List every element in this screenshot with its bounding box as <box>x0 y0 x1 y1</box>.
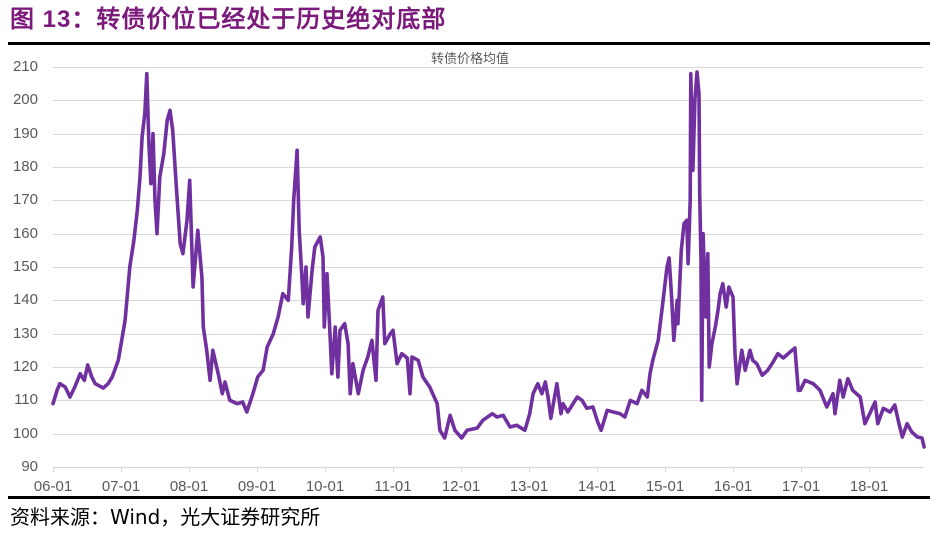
source-note: 资料来源：Wind，光大证券研究所 <box>10 505 321 529</box>
x-tick-label: 11-01 <box>374 478 412 495</box>
chart-legend: 转债价格均值 <box>0 51 940 69</box>
x-tick-label: 10-01 <box>305 478 345 495</box>
y-tick-label: 110 <box>14 391 38 408</box>
x-tick-label: 14-01 <box>577 478 617 495</box>
x-tick-label: 18-01 <box>849 478 889 495</box>
x-tick-label: 07-01 <box>101 478 141 495</box>
x-tick-label: 15-01 <box>645 478 685 495</box>
title-rule <box>8 42 930 45</box>
x-tick-label: 17-01 <box>781 478 821 495</box>
x-tick-label: 13-01 <box>509 478 549 495</box>
y-tick-label: 160 <box>12 225 38 242</box>
x-tick-label: 12-01 <box>441 478 481 495</box>
y-tick-label: 210 <box>12 58 38 75</box>
y-tick-label: 120 <box>12 358 38 375</box>
series-line-convertible-bond-avg-price <box>51 70 926 449</box>
figure-title: 图 13：转债价位已经处于历史绝对底部 <box>10 6 447 33</box>
y-tick-label: 140 <box>12 291 38 308</box>
y-tick-label: 90 <box>21 458 38 475</box>
y-tick-label: 190 <box>12 125 38 142</box>
gridlines <box>53 67 923 469</box>
y-tick-label: 200 <box>12 91 38 108</box>
source-rule <box>8 496 930 499</box>
legend-label: 转债价格均值 <box>430 52 509 67</box>
y-tick-label: 130 <box>12 325 38 342</box>
y-tick-label: 150 <box>12 258 38 275</box>
x-tick-label: 09-01 <box>237 478 277 495</box>
y-tick-label: 100 <box>12 425 38 442</box>
x-axis <box>53 467 870 472</box>
x-tick-label: 08-01 <box>169 478 209 495</box>
x-tick-label: 16-01 <box>713 478 753 495</box>
x-tick-label: 06-01 <box>33 478 73 495</box>
y-tick-label: 180 <box>12 158 38 175</box>
y-tick-label: 170 <box>12 191 38 208</box>
